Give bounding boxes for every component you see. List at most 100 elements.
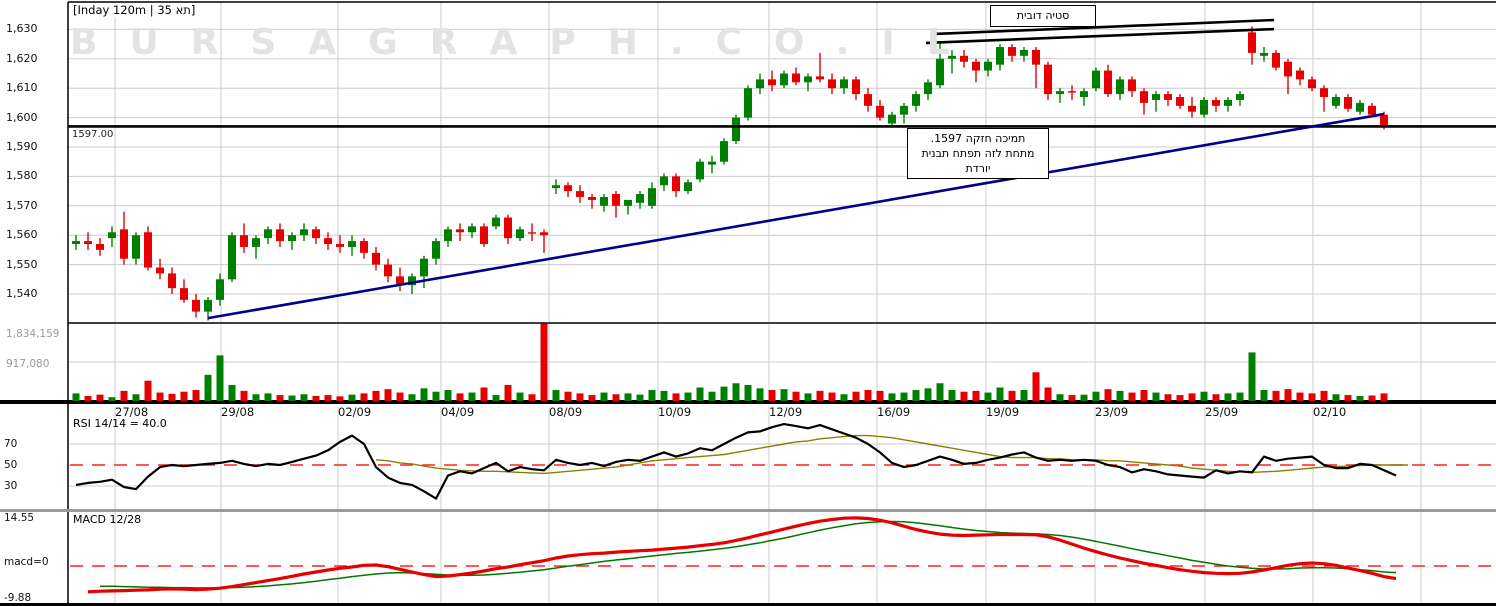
price-axis-label: 1,610 bbox=[6, 81, 38, 95]
candle-body bbox=[360, 241, 368, 253]
date-axis-label: 23/09 bbox=[1095, 405, 1129, 419]
candle-body bbox=[348, 241, 356, 247]
candle-body bbox=[936, 58, 944, 86]
date-axis-label: 12/09 bbox=[769, 405, 803, 419]
volume-bar bbox=[1032, 372, 1040, 401]
macd-signal-line bbox=[100, 520, 1397, 589]
volume-bar bbox=[1284, 389, 1292, 401]
candle-body bbox=[204, 299, 212, 312]
volume-bar bbox=[108, 397, 116, 401]
volume-bar bbox=[744, 384, 752, 401]
volume-bar bbox=[1188, 393, 1196, 401]
candle-body bbox=[816, 76, 824, 80]
date-axis-label: 25/09 bbox=[1205, 405, 1239, 419]
volume-bar bbox=[876, 390, 884, 401]
candle-body bbox=[552, 185, 560, 189]
candle-body bbox=[888, 114, 896, 124]
volume-bar bbox=[756, 388, 764, 401]
candle-body bbox=[612, 194, 620, 206]
volume-bar bbox=[720, 386, 728, 401]
candle-body bbox=[1068, 91, 1076, 93]
candle-body bbox=[432, 241, 440, 259]
analyst-drawings bbox=[68, 18, 1496, 320]
rsi-axis-label: 70 bbox=[4, 438, 18, 450]
candle-body bbox=[996, 47, 1004, 65]
candle-body bbox=[1236, 94, 1244, 100]
volume-bar bbox=[696, 387, 704, 401]
candle-body bbox=[1044, 64, 1052, 95]
volume-bar bbox=[864, 390, 872, 401]
volume-bar bbox=[1128, 392, 1136, 401]
volume-bar bbox=[444, 390, 452, 401]
volume-bar bbox=[1260, 390, 1268, 401]
support-annotation[interactable]: תמיכה חזקה 1597. מתחת לזה תפתח תבנית יור… bbox=[907, 128, 1049, 179]
candle-body bbox=[180, 288, 188, 300]
date-axis-label: 16/09 bbox=[877, 405, 911, 419]
volume-bar bbox=[1368, 395, 1376, 401]
volume-bar bbox=[1044, 387, 1052, 401]
candle-body bbox=[300, 229, 308, 236]
volume-bar bbox=[1272, 390, 1280, 401]
volume-bar bbox=[456, 393, 464, 401]
candle-body bbox=[504, 217, 512, 239]
volume-bar bbox=[420, 388, 428, 401]
candle-body bbox=[1032, 49, 1040, 65]
support-price-label: 1597.00 bbox=[71, 129, 115, 140]
volume-bar bbox=[1092, 391, 1100, 401]
candle-body bbox=[1320, 88, 1328, 98]
volume-bar bbox=[240, 390, 248, 401]
volume-bar bbox=[216, 355, 224, 401]
support-annotation-line1: תמיכה חזקה 1597. bbox=[930, 132, 1026, 145]
candle-body bbox=[288, 235, 296, 242]
candle-body bbox=[696, 161, 704, 180]
candle-body bbox=[228, 235, 236, 280]
date-axis-label: 02/10 bbox=[1313, 405, 1347, 419]
candle-body bbox=[984, 61, 992, 71]
candlestick-series bbox=[72, 26, 1388, 321]
candle-body bbox=[1356, 102, 1364, 112]
candle-body bbox=[720, 141, 728, 162]
volume-bar bbox=[1176, 395, 1184, 401]
volume-baseline bbox=[0, 400, 1496, 404]
candle-body bbox=[456, 229, 464, 233]
rsi-indicator-label: RSI 14/14 = 40.0 bbox=[73, 417, 167, 430]
candle-body bbox=[312, 229, 320, 239]
candle-body bbox=[108, 232, 116, 239]
volume-axis-label: 917,080 bbox=[6, 358, 50, 370]
divergence-line bbox=[931, 18, 1275, 36]
candle-body bbox=[540, 232, 548, 236]
candle-body bbox=[192, 299, 200, 312]
volume-bar bbox=[972, 390, 980, 401]
macd-axis-label: -9.88 bbox=[4, 591, 32, 604]
candle-body bbox=[516, 229, 524, 239]
divergence-line bbox=[925, 27, 1275, 45]
candle-body bbox=[636, 194, 644, 203]
divergence-annotation[interactable]: סטיה דובית bbox=[990, 5, 1096, 27]
candle-body bbox=[924, 82, 932, 95]
volume-bar bbox=[84, 395, 92, 401]
volume-bar bbox=[1344, 395, 1352, 401]
candle-body bbox=[96, 244, 104, 250]
candle-body bbox=[756, 79, 764, 89]
candle-body bbox=[1104, 70, 1112, 95]
price-axis-label: 1,600 bbox=[6, 110, 38, 124]
rsi-signal-line bbox=[375, 434, 1408, 475]
volume-bar bbox=[1152, 392, 1160, 401]
volume-bar bbox=[792, 391, 800, 401]
volume-bar bbox=[1008, 390, 1016, 401]
candle-body bbox=[1272, 52, 1280, 68]
volume-bar bbox=[600, 392, 608, 401]
volume-bar bbox=[840, 394, 848, 401]
candle-body bbox=[1008, 47, 1016, 56]
candle-body bbox=[708, 161, 716, 165]
candle-body bbox=[1380, 114, 1388, 127]
candle-body bbox=[468, 226, 476, 233]
candle-body bbox=[132, 235, 140, 259]
volume-bar bbox=[144, 380, 152, 401]
volume-bar bbox=[1236, 392, 1244, 401]
volume-bar bbox=[960, 391, 968, 401]
volume-bar bbox=[516, 392, 524, 401]
